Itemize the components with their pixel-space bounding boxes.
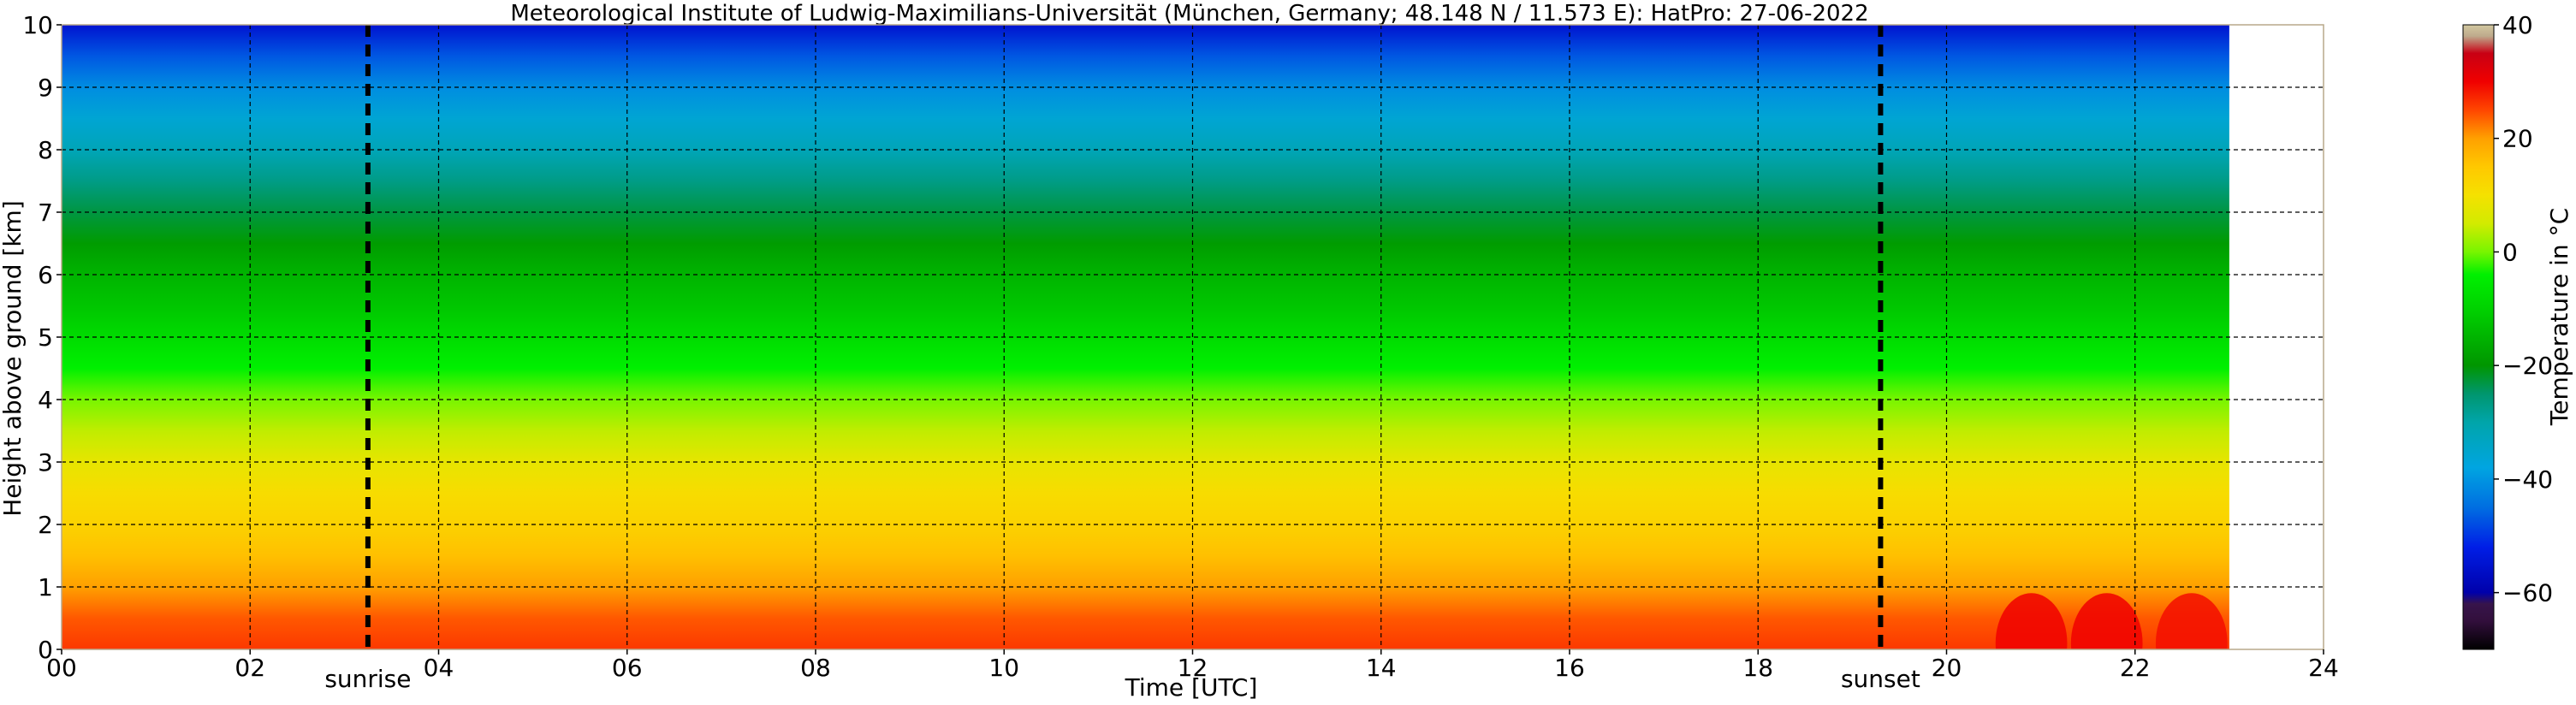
chart-title: Meteorological Institute of Ludwig-Maxim… <box>510 1 1868 27</box>
x-tick-label: 24 <box>2308 654 2339 682</box>
colorbar-tick-label: −20 <box>2502 352 2553 380</box>
x-tick-label: 04 <box>424 654 454 682</box>
x-tick-label: 22 <box>2120 654 2151 682</box>
colorbar-ticks: 40 20 0 −20 −40 −60 <box>2494 11 2553 607</box>
x-tick-label: 14 <box>1366 654 1397 682</box>
x-tick-label: 06 <box>612 654 643 682</box>
colorbar-label: Temperature in °C <box>2545 208 2573 426</box>
y-tick-label: 8 <box>38 136 53 164</box>
x-tick-label: 18 <box>1742 654 1773 682</box>
x-tick-label: 20 <box>1932 654 1962 682</box>
colorbar-tick-label: −40 <box>2502 465 2553 494</box>
x-tick-label: 02 <box>234 654 265 682</box>
x-tick-label: 08 <box>800 654 831 682</box>
colorbar-scale <box>2462 24 2495 650</box>
warm-event-1 <box>1995 593 2068 649</box>
y-tick-label: 2 <box>38 511 53 539</box>
sunrise-label: sunrise <box>324 665 411 693</box>
colorbar: 40 20 0 −20 −40 −60 Temperature in °C <box>2462 11 2573 650</box>
plot-area <box>61 24 2324 650</box>
warm-event-3 <box>2155 593 2228 649</box>
x-axis-ticks: 00 02 04 06 08 10 12 14 16 18 20 22 24 sunrise sunset <box>46 649 2339 693</box>
y-tick-label: 5 <box>38 323 53 352</box>
y-tick-label: 3 <box>38 448 53 477</box>
x-tick-label: 12 <box>1178 654 1208 682</box>
marker-layer <box>365 25 1884 649</box>
y-tick-label: 6 <box>38 261 53 289</box>
colorbar-tick-label: 0 <box>2502 238 2518 266</box>
x-tick-label: 16 <box>1554 654 1585 682</box>
heatmap-layer <box>62 25 2229 649</box>
sunset-label: sunset <box>1841 665 1920 693</box>
colorbar-tick-label: −60 <box>2502 579 2553 607</box>
y-tick-label: 10 <box>22 11 53 39</box>
y-tick-label: 9 <box>38 74 53 102</box>
x-tick-label: 10 <box>988 654 1019 682</box>
y-tick-label: 7 <box>38 198 53 227</box>
colorbar-tick-label: 20 <box>2502 125 2533 153</box>
y-axis-label: Height above ground [km] <box>0 200 27 517</box>
y-tick-label: 0 <box>38 636 53 664</box>
x-axis-label: Time [UTC] <box>1125 673 1258 702</box>
y-tick-label: 1 <box>38 573 53 601</box>
colorbar-tick-label: 40 <box>2502 11 2533 39</box>
warm-event-2 <box>2070 593 2143 649</box>
y-axis-ticks: 0 1 2 3 4 5 6 7 8 9 10 <box>22 11 62 664</box>
x-tick-label: 00 <box>46 654 77 682</box>
y-tick-label: 4 <box>38 386 53 414</box>
grid-layer <box>62 25 2324 649</box>
